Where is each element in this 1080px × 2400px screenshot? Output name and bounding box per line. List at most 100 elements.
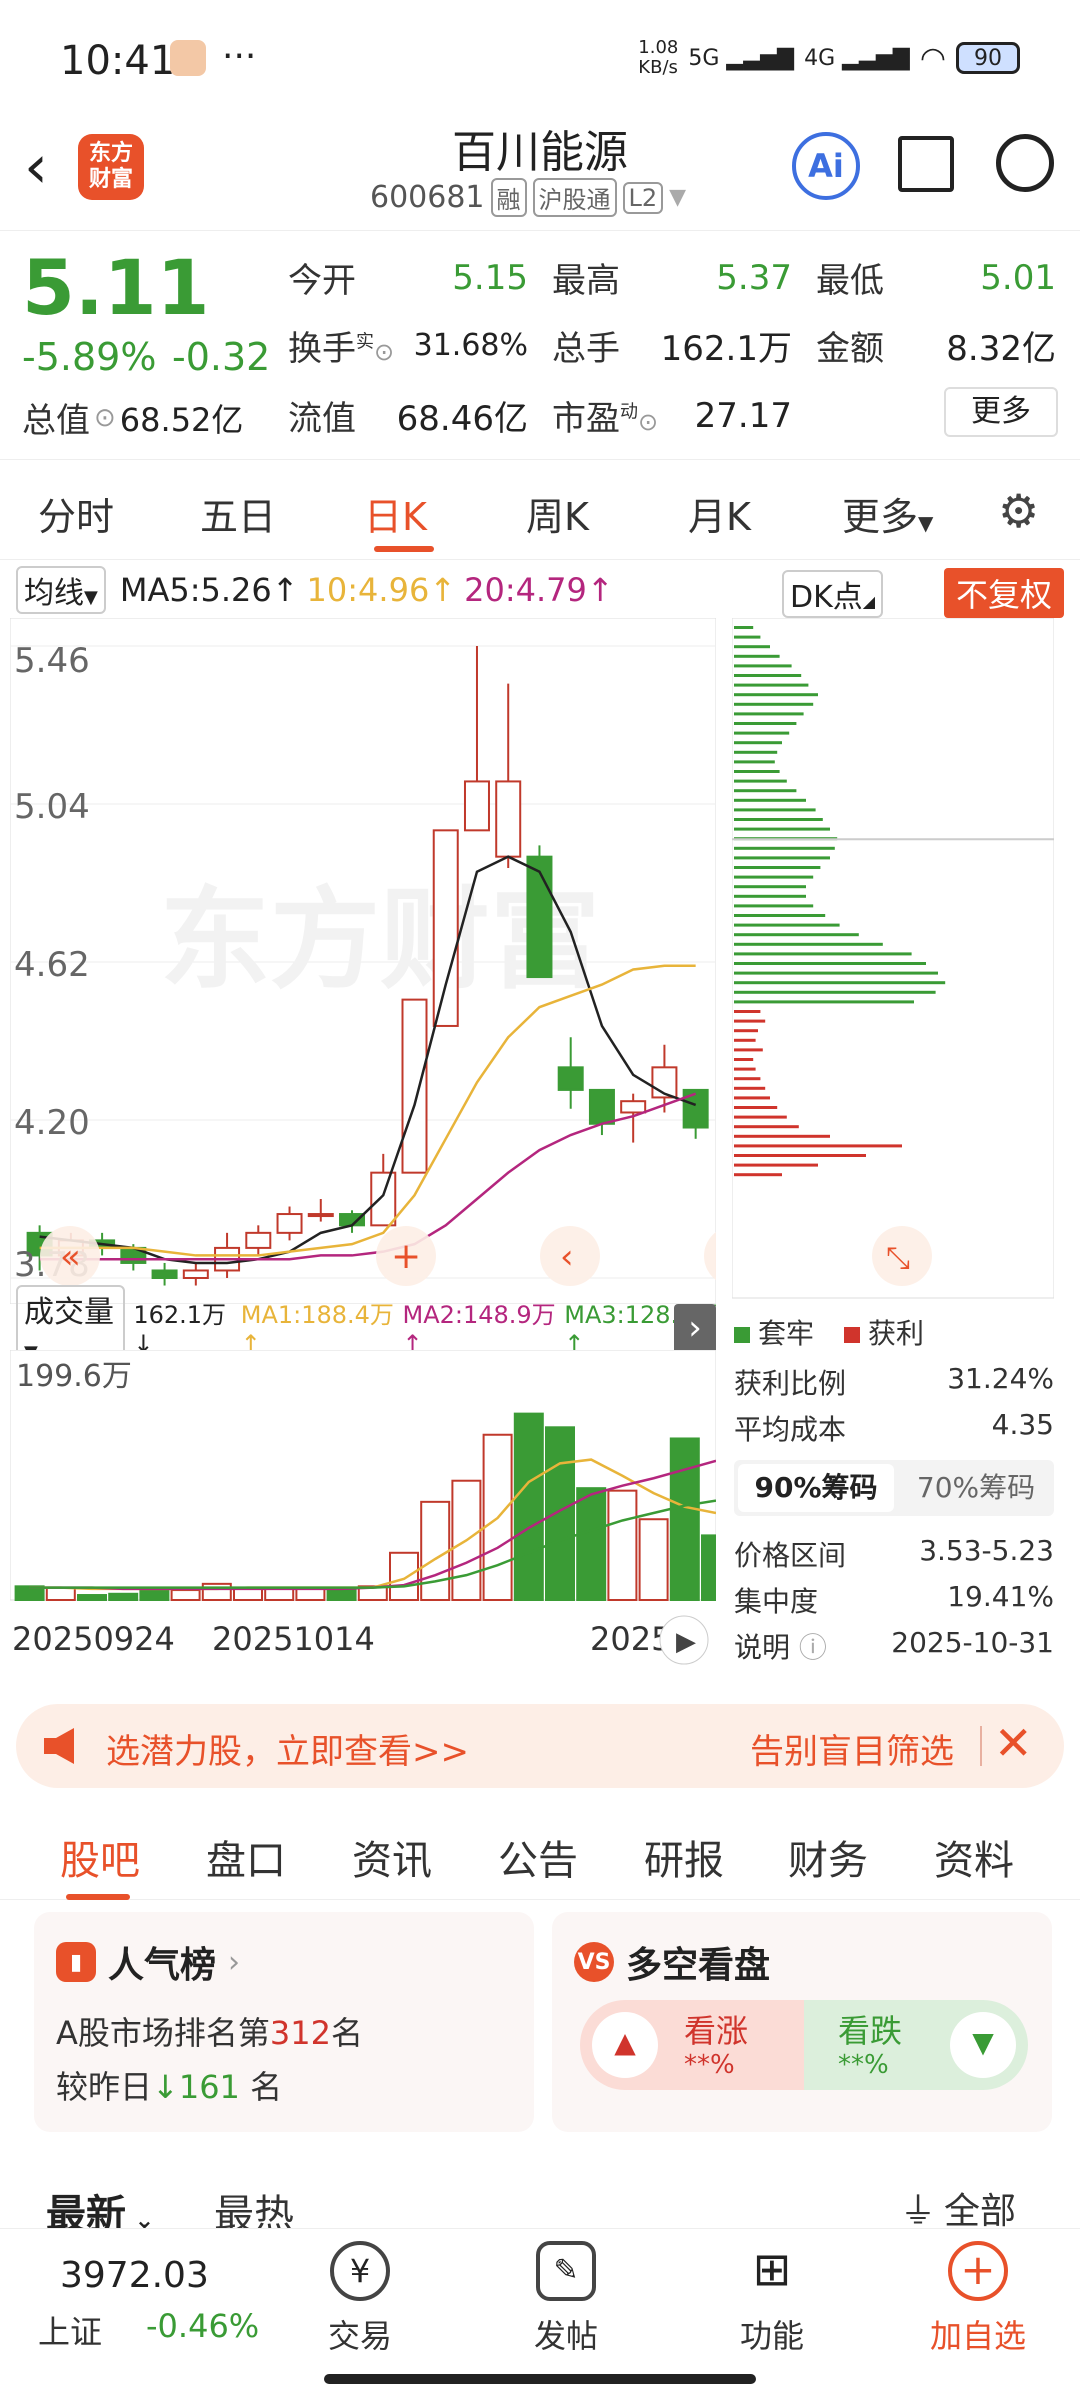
chip-bar xyxy=(734,626,754,629)
nav-trade[interactable]: ¥ 交易 xyxy=(300,2241,420,2357)
section-tab-underline xyxy=(66,1894,130,1900)
chip-bar xyxy=(734,1048,763,1052)
tab-research[interactable]: 研报 xyxy=(644,1838,724,1884)
chip-bar xyxy=(734,971,938,975)
home-indicator xyxy=(324,2374,756,2384)
dk-point-button[interactable]: DK点◢ xyxy=(782,570,884,618)
volume-bar xyxy=(513,1412,544,1601)
back-button[interactable]: ‹ xyxy=(24,132,48,202)
candle-body xyxy=(432,829,459,1027)
tab-forum[interactable]: 股吧 xyxy=(60,1838,140,1884)
nav-functions[interactable]: ⊞ 功能 xyxy=(739,2242,804,2355)
svg-text:⤡: ⤡ xyxy=(886,1241,910,1276)
tab-orderbook[interactable]: 盘口 xyxy=(206,1838,286,1884)
chip-bar xyxy=(734,1163,818,1167)
volume-bar xyxy=(389,1551,419,1601)
tab-daily-k[interactable]: 日K xyxy=(364,495,427,539)
filter-button[interactable]: ⏚ 全部 xyxy=(900,2182,1016,2234)
bull-bear-card[interactable]: VS 多空看盘 ▲ 看涨 **% 看跌 **% ▼ xyxy=(552,1912,1052,2132)
settings-gear-icon[interactable]: ⚙ xyxy=(998,484,1040,538)
volume-chart[interactable]: 199.6万 20250924 20251014 2025 ▶ xyxy=(10,1350,716,1686)
chevron-left-icon[interactable] xyxy=(540,1226,600,1286)
banner-text-right: 告别盲目筛选 xyxy=(750,1732,954,1772)
popularity-title: 人气榜 xyxy=(108,1945,217,1986)
crosshair-button[interactable] xyxy=(376,1226,436,1286)
x-tick-label: 20250924 xyxy=(12,1620,175,1658)
chip-bar xyxy=(734,702,814,706)
quote-high: 最高 5.37 xyxy=(552,257,792,302)
candlestick-chart[interactable]: 东方财富 5.465.044.624.203.78 « + ‹ xyxy=(10,618,716,1304)
chip-bar xyxy=(734,645,770,649)
wifi-icon: ◠ xyxy=(919,40,946,76)
more-notifications-icon: ··· xyxy=(222,36,257,77)
chart-overlay-buttons: « + ‹ xyxy=(40,1226,716,1286)
signal-5g-icon: 5G ▂▃▅▇ xyxy=(688,45,795,71)
chip-bar xyxy=(734,962,926,965)
share-icon[interactable] xyxy=(898,136,954,192)
expand-icon[interactable] xyxy=(872,1226,932,1286)
chip-bar xyxy=(734,779,787,783)
play-button[interactable] xyxy=(659,1615,709,1665)
tab-five-day[interactable]: 五日 xyxy=(200,495,277,539)
chip-bar xyxy=(734,885,806,889)
chip-distribution-chart[interactable]: ⤡ xyxy=(732,618,1054,1300)
ai-button[interactable]: Ai xyxy=(792,132,860,200)
chart-period-tabs: 分时 五日 日K 周K 月K 更多▼ ⚙ xyxy=(0,462,1080,560)
tag-level2: L2 xyxy=(622,181,664,214)
close-icon[interactable]: ✕ xyxy=(994,1716,1033,1770)
nav-add-watchlist[interactable]: + 加自选 xyxy=(918,2241,1038,2357)
stock-code-line[interactable]: 600681 融 沪股通 L2 ▼ xyxy=(370,178,686,217)
chip-bar xyxy=(734,990,936,994)
candle-body xyxy=(588,1088,615,1125)
index-value[interactable]: 3972.03 xyxy=(60,2255,209,2296)
tab-90-chip[interactable]: 90%筹码 xyxy=(738,1464,894,1512)
volume-ma1: MA1:188.4万↑ xyxy=(240,1300,394,1358)
info-icon[interactable]: ⊙ xyxy=(94,402,116,433)
tab-announcements[interactable]: 公告 xyxy=(498,1838,578,1884)
tab-monthly-k[interactable]: 月K xyxy=(688,495,751,539)
vote-bearish-button[interactable]: 看跌 **% ▼ xyxy=(804,2000,1028,2090)
search-icon[interactable] xyxy=(996,134,1054,192)
quote-pe: 市盈动⊙ 27.17 xyxy=(552,395,792,440)
chart-left-button[interactable] xyxy=(40,1226,100,1286)
nav-post[interactable]: ✎ 发帖 xyxy=(506,2241,626,2357)
tab-more[interactable]: 更多▼ xyxy=(842,495,934,539)
ma10-line xyxy=(39,964,696,1257)
tab-intraday[interactable]: 分时 xyxy=(38,495,115,539)
quote-open: 今开 5.15 xyxy=(288,257,528,302)
status-time: 10:41 xyxy=(60,38,176,84)
indicator-selector[interactable]: 均线▼ xyxy=(16,566,106,614)
tab-weekly-k[interactable]: 周K xyxy=(526,495,589,539)
tab-profile[interactable]: 资料 xyxy=(934,1838,1014,1884)
adjust-type-button[interactable]: 不复权 xyxy=(943,568,1064,618)
more-quote-button[interactable]: 更多 xyxy=(944,387,1058,437)
tab-financials[interactable]: 财务 xyxy=(788,1838,868,1884)
chevron-right-icon[interactable] xyxy=(704,1226,716,1286)
expand-chevron-right-icon[interactable]: › xyxy=(674,1304,716,1354)
candle-body xyxy=(682,1088,709,1129)
svg-text:+: + xyxy=(391,1236,421,1277)
chip-bar xyxy=(734,808,816,812)
add-circle-icon: + xyxy=(948,2241,1008,2301)
change-amount: -0.32 xyxy=(172,335,271,379)
rank-change: 较昨日↓161 名 xyxy=(56,2068,283,2106)
promo-banner[interactable]: 选潜力股，立即查看>> 告别盲目筛选 ✕ xyxy=(16,1704,1064,1788)
chip-bar xyxy=(734,875,814,879)
change-percent: -5.89% xyxy=(22,335,157,379)
chevron-down-icon: ▼ xyxy=(669,185,687,210)
tab-70-chip[interactable]: 70%筹码 xyxy=(916,1471,1036,1504)
chip-profit-ratio: 获利比例 31.24% xyxy=(734,1362,1054,1400)
stock-code: 600681 xyxy=(370,180,485,215)
candle-body xyxy=(463,780,490,832)
status-bar: 10:41 ··· 1.08 KB/s 5G ▂▃▅▇ 4G ▂▃▅▇ ◠ 90 xyxy=(0,0,1080,110)
chip-bar xyxy=(734,1086,766,1090)
chevron-right-icon: › xyxy=(228,1944,241,1980)
chip-bar xyxy=(734,1010,761,1013)
chip-bar xyxy=(734,914,826,917)
chip-bar xyxy=(734,856,830,860)
chip-bar xyxy=(734,942,883,946)
page-title: 百川能源 xyxy=(452,127,628,178)
tab-news[interactable]: 资讯 xyxy=(352,1838,432,1884)
popularity-card[interactable]: ▮ 人气榜 › A股市场排名第312名 较昨日↓161 名 xyxy=(34,1912,534,2132)
vote-bullish-button[interactable]: ▲ 看涨 **% xyxy=(580,2000,804,2090)
